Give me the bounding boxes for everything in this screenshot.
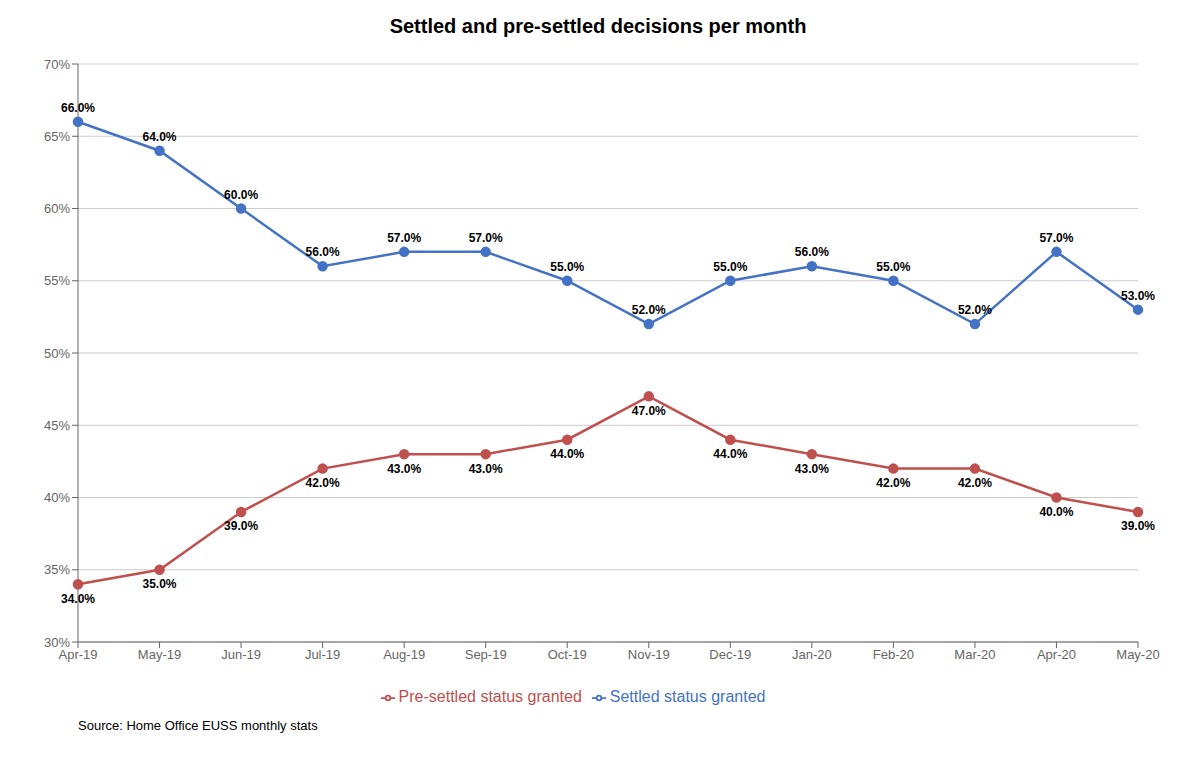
svg-text:34.0%: 34.0% <box>61 592 95 606</box>
svg-text:35.0%: 35.0% <box>143 577 177 591</box>
svg-text:45%: 45% <box>44 418 70 433</box>
svg-text:52.0%: 52.0% <box>632 303 666 317</box>
svg-text:Jul-19: Jul-19 <box>305 647 340 662</box>
svg-text:65%: 65% <box>44 129 70 144</box>
svg-text:52.0%: 52.0% <box>958 303 992 317</box>
svg-text:42.0%: 42.0% <box>876 476 910 490</box>
svg-text:57.0%: 57.0% <box>387 231 421 245</box>
svg-text:50%: 50% <box>44 346 70 361</box>
svg-text:57.0%: 57.0% <box>1039 231 1073 245</box>
svg-text:66.0%: 66.0% <box>61 101 95 115</box>
svg-text:Feb-20: Feb-20 <box>873 647 914 662</box>
svg-text:Sep-19: Sep-19 <box>465 647 507 662</box>
svg-text:56.0%: 56.0% <box>306 245 340 259</box>
svg-text:Mar-20: Mar-20 <box>954 647 995 662</box>
svg-text:60.0%: 60.0% <box>224 188 258 202</box>
svg-text:40%: 40% <box>44 490 70 505</box>
svg-text:64.0%: 64.0% <box>143 130 177 144</box>
svg-text:40.0%: 40.0% <box>1039 505 1073 519</box>
svg-text:43.0%: 43.0% <box>387 462 421 476</box>
html-text:Source: Home Office EUSS month: Source: Home Office EUSS monthly stats <box>78 718 318 733</box>
svg-text:55%: 55% <box>44 273 70 288</box>
svg-text:Jun-19: Jun-19 <box>221 647 261 662</box>
svg-text:Jan-20: Jan-20 <box>792 647 832 662</box>
svg-text:55.0%: 55.0% <box>550 260 584 274</box>
svg-text:30%: 30% <box>44 635 70 650</box>
html-text:Pre-settled status granted: Pre-settled status granted <box>398 688 582 705</box>
svg-text:May-19: May-19 <box>138 647 181 662</box>
svg-text:55.0%: 55.0% <box>876 260 910 274</box>
svg-text:Aug-19: Aug-19 <box>383 647 425 662</box>
svg-text:39.0%: 39.0% <box>1121 519 1155 533</box>
svg-text:60%: 60% <box>44 201 70 216</box>
svg-text:53.0%: 53.0% <box>1121 289 1155 303</box>
svg-text:Nov-19: Nov-19 <box>628 647 670 662</box>
svg-text:39.0%: 39.0% <box>224 519 258 533</box>
svg-text:Apr-19: Apr-19 <box>58 647 98 663</box>
svg-text:44.0%: 44.0% <box>550 447 584 461</box>
svg-text:35%: 35% <box>44 562 70 577</box>
svg-text:42.0%: 42.0% <box>958 476 992 490</box>
svg-text:55.0%: 55.0% <box>713 260 747 274</box>
svg-text:43.0%: 43.0% <box>469 462 503 476</box>
svg-text:42.0%: 42.0% <box>306 476 340 490</box>
svg-text:56.0%: 56.0% <box>795 245 829 259</box>
svg-text:May-20: May-20 <box>1116 647 1159 662</box>
svg-text:Dec-19: Dec-19 <box>709 647 751 662</box>
html-text:Settled and pre-settled decisi: Settled and pre-settled decisions per mo… <box>389 15 807 37</box>
svg-text:47.0%: 47.0% <box>632 404 666 418</box>
svg-text:Apr-20: Apr-20 <box>1037 647 1076 662</box>
svg-text:44.0%: 44.0% <box>713 447 747 461</box>
svg-text:43.0%: 43.0% <box>795 462 829 476</box>
svg-text:70%: 70% <box>44 57 70 72</box>
html-text:Settled status granted: Settled status granted <box>609 688 766 705</box>
svg-text:57.0%: 57.0% <box>469 231 503 245</box>
svg-text:Oct-19: Oct-19 <box>548 647 587 662</box>
